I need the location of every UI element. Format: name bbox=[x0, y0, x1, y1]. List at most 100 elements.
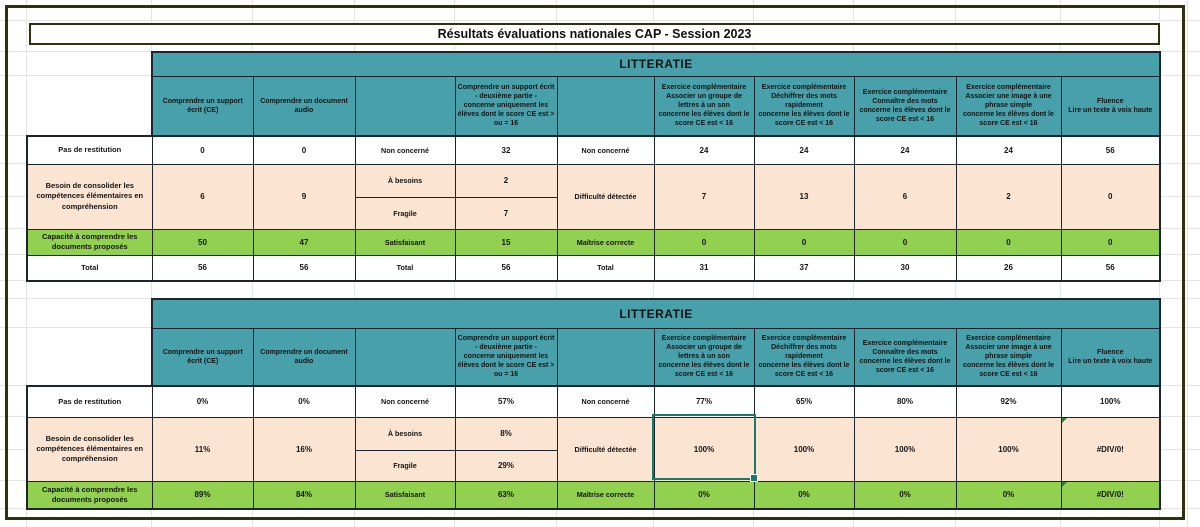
sub-label-non-concerne[interactable]: Non concerné bbox=[556, 135, 655, 165]
cell-restitution-audio[interactable]: 0 bbox=[252, 135, 356, 165]
pct-besoin-a-besoins[interactable]: 8% bbox=[454, 416, 558, 451]
row-label-besoin[interactable]: Besoin de consolider les compétences élé… bbox=[26, 163, 153, 230]
sub-label-fragile[interactable]: Fragile bbox=[354, 196, 456, 230]
col-header-ex1[interactable]: Exercice complémentaire Associer un grou… bbox=[653, 327, 755, 387]
pct-capacite-ex2[interactable]: 0% bbox=[753, 480, 855, 510]
row-label-total[interactable]: Total bbox=[26, 254, 153, 282]
active-cell-selection[interactable] bbox=[652, 414, 758, 482]
cell-besoin-a-besoins[interactable]: 2 bbox=[454, 163, 558, 198]
sub-label-non-concerne[interactable]: Non concerné bbox=[556, 385, 655, 418]
col-header-blank2[interactable] bbox=[556, 75, 655, 137]
col-header-audio[interactable]: Comprendre un document audio bbox=[252, 75, 356, 137]
sub-label-fragile[interactable]: Fragile bbox=[354, 449, 456, 482]
pct-restitution-ce[interactable]: 0% bbox=[151, 385, 254, 418]
pct-restitution-ex3[interactable]: 80% bbox=[853, 385, 957, 418]
col-header-ex2[interactable]: Exercice complémentaire Déchiffrer des m… bbox=[753, 75, 855, 137]
cell-besoin-ex1[interactable]: 7 bbox=[653, 163, 755, 230]
sub-label-total[interactable]: Total bbox=[354, 254, 456, 282]
cell-besoin-ex4[interactable]: 2 bbox=[955, 163, 1062, 230]
col-header-fluence[interactable]: Fluence Lire un texte à voix haute bbox=[1060, 327, 1161, 387]
row-label-restitution[interactable]: Pas de restitution bbox=[26, 385, 153, 418]
sub-label-satisfaisant[interactable]: Satisfaisant bbox=[354, 480, 456, 510]
cell-total-fluence[interactable]: 56 bbox=[1060, 254, 1161, 282]
cell-capacite-ex3[interactable]: 0 bbox=[853, 228, 957, 256]
cell-total-ex3[interactable]: 30 bbox=[853, 254, 957, 282]
pct-besoin-audio[interactable]: 16% bbox=[252, 416, 356, 482]
pct-restitution-ex1[interactable]: 77% bbox=[653, 385, 755, 418]
col-header-ce[interactable]: Comprendre un support écrit (CE) bbox=[151, 75, 254, 137]
cell-capacite-ex1[interactable]: 0 bbox=[653, 228, 755, 256]
col-header-blank1[interactable] bbox=[354, 327, 456, 387]
cell-capacite-fluence[interactable]: 0 bbox=[1060, 228, 1161, 256]
col-header-blank2[interactable] bbox=[556, 327, 655, 387]
cell-capacite-ce2[interactable]: 15 bbox=[454, 228, 558, 256]
col-header-audio[interactable]: Comprendre un document audio bbox=[252, 327, 356, 387]
pct-capacite-audio[interactable]: 84% bbox=[252, 480, 356, 510]
pct-capacite-ex1[interactable]: 0% bbox=[653, 480, 755, 510]
cell-restitution-ce2[interactable]: 32 bbox=[454, 135, 558, 165]
col-header-ex4[interactable]: Exercice complémentaire Associer une ima… bbox=[955, 327, 1062, 387]
pct-capacite-fluence-div-error[interactable]: #DIV/0! bbox=[1060, 480, 1161, 510]
pct-capacite-ce[interactable]: 89% bbox=[151, 480, 254, 510]
cell-total-audio[interactable]: 56 bbox=[252, 254, 356, 282]
sub-label-non-concerne[interactable]: Non concerné bbox=[354, 135, 456, 165]
pct-restitution-ce2[interactable]: 57% bbox=[454, 385, 558, 418]
row-label-besoin[interactable]: Besoin de consolider les compétences élé… bbox=[26, 416, 153, 482]
col-header-fluence[interactable]: Fluence Lire un texte à voix haute bbox=[1060, 75, 1161, 137]
litteratie-band[interactable]: LITTERATIE bbox=[151, 298, 1161, 329]
cell-besoin-ex2[interactable]: 13 bbox=[753, 163, 855, 230]
pct-besoin-fluence-div-error[interactable]: #DIV/0! bbox=[1060, 416, 1161, 482]
sub-label-difficulte[interactable]: Difficulté détectée bbox=[556, 163, 655, 230]
pct-besoin-ex1-selected-cell[interactable]: 100% bbox=[653, 416, 755, 482]
cell-total-ex2[interactable]: 37 bbox=[753, 254, 855, 282]
sub-label-maitrise[interactable]: Maîtrise correcte bbox=[556, 228, 655, 256]
cell-restitution-fluence[interactable]: 56 bbox=[1060, 135, 1161, 165]
sub-label-difficulte[interactable]: Difficulté détectée bbox=[556, 416, 655, 482]
cell-besoin-ex3[interactable]: 6 bbox=[853, 163, 957, 230]
cell-besoin-fragile[interactable]: 7 bbox=[454, 196, 558, 230]
cell-total-ex1[interactable]: 31 bbox=[653, 254, 755, 282]
cell-capacite-ce[interactable]: 50 bbox=[151, 228, 254, 256]
pct-restitution-ex2[interactable]: 65% bbox=[753, 385, 855, 418]
cell-capacite-audio[interactable]: 47 bbox=[252, 228, 356, 256]
col-header-blank1[interactable] bbox=[354, 75, 456, 137]
col-header-ex3[interactable]: Exercice complémentaire Connaître des mo… bbox=[853, 75, 957, 137]
cell-total-ce[interactable]: 56 bbox=[151, 254, 254, 282]
sub-label-a-besoins[interactable]: À besoins bbox=[354, 416, 456, 451]
sub-label-non-concerne[interactable]: Non concerné bbox=[354, 385, 456, 418]
page-title[interactable]: Résultats évaluations nationales CAP - S… bbox=[29, 23, 1160, 45]
pct-restitution-audio[interactable]: 0% bbox=[252, 385, 356, 418]
pct-restitution-ex4[interactable]: 92% bbox=[955, 385, 1062, 418]
cell-besoin-fluence[interactable]: 0 bbox=[1060, 163, 1161, 230]
pct-restitution-fluence[interactable]: 100% bbox=[1060, 385, 1161, 418]
col-header-ce[interactable]: Comprendre un support écrit (CE) bbox=[151, 327, 254, 387]
cell-capacite-ex2[interactable]: 0 bbox=[753, 228, 855, 256]
col-header-ce2[interactable]: Comprendre un support écrit - deuxième p… bbox=[454, 75, 558, 137]
col-header-ce2[interactable]: Comprendre un support écrit - deuxième p… bbox=[454, 327, 558, 387]
col-header-ex4[interactable]: Exercice complémentaire Associer une ima… bbox=[955, 75, 1062, 137]
sub-label-satisfaisant[interactable]: Satisfaisant bbox=[354, 228, 456, 256]
pct-capacite-ex3[interactable]: 0% bbox=[853, 480, 957, 510]
cell-besoin-audio[interactable]: 9 bbox=[252, 163, 356, 230]
cell-restitution-ex2[interactable]: 24 bbox=[753, 135, 855, 165]
cell-restitution-ex3[interactable]: 24 bbox=[853, 135, 957, 165]
cell-capacite-ex4[interactable]: 0 bbox=[955, 228, 1062, 256]
pct-besoin-ex3[interactable]: 100% bbox=[853, 416, 957, 482]
cell-total-ex4[interactable]: 26 bbox=[955, 254, 1062, 282]
pct-capacite-ce2[interactable]: 63% bbox=[454, 480, 558, 510]
pct-besoin-fragile[interactable]: 29% bbox=[454, 449, 558, 482]
cell-restitution-ex1[interactable]: 24 bbox=[653, 135, 755, 165]
cell-total-ce2[interactable]: 56 bbox=[454, 254, 558, 282]
litteratie-band[interactable]: LITTERATIE bbox=[151, 51, 1161, 77]
cell-besoin-ce[interactable]: 6 bbox=[151, 163, 254, 230]
col-header-ex1[interactable]: Exercice complémentaire Associer un grou… bbox=[653, 75, 755, 137]
row-label-restitution[interactable]: Pas de restitution bbox=[26, 135, 153, 165]
row-label-capacite[interactable]: Capacité à comprendre les documents prop… bbox=[26, 228, 153, 256]
pct-besoin-ce[interactable]: 11% bbox=[151, 416, 254, 482]
col-header-ex2[interactable]: Exercice complémentaire Déchiffrer des m… bbox=[753, 327, 855, 387]
sub-label-maitrise[interactable]: Maîtrise correcte bbox=[556, 480, 655, 510]
cell-restitution-ce[interactable]: 0 bbox=[151, 135, 254, 165]
pct-besoin-ex4[interactable]: 100% bbox=[955, 416, 1062, 482]
col-header-ex3[interactable]: Exercice complémentaire Connaître des mo… bbox=[853, 327, 957, 387]
sub-label-total[interactable]: Total bbox=[556, 254, 655, 282]
